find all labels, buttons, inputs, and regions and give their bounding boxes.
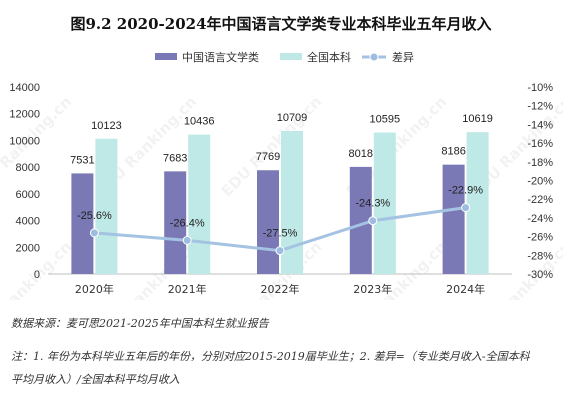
bar-chinese-language <box>349 166 372 274</box>
line-value-label: -25.6% <box>77 210 112 222</box>
x-tick-label: 2024年 <box>446 282 485 296</box>
bar-labels: 7531 10123 7683 10436 7769 10709 8018 10595 8186… <box>70 112 493 166</box>
right-tick-label: -26% <box>527 232 553 244</box>
right-tick-label: -12% <box>527 101 553 113</box>
line-value-label: -27.5% <box>263 228 298 240</box>
left-tick-label: 14000 <box>9 82 40 94</box>
left-tick-label: 0 <box>34 269 40 281</box>
right-tick-label: -14% <box>527 119 553 131</box>
right-tick-label: -20% <box>527 176 553 188</box>
line-point <box>89 228 99 238</box>
x-tick-label: 2022年 <box>261 282 300 296</box>
bar-chinese-language <box>442 164 465 274</box>
bar-value-label: 10595 <box>370 113 401 125</box>
right-tick-label: -10% <box>527 82 553 94</box>
chart: EDU Ranking.cn EDU Ranking.cn EDU Ranking.… <box>0 15 563 300</box>
bar-value-label: 10619 <box>462 113 493 125</box>
bar-value-label: 7683 <box>163 152 187 164</box>
bar-chinese-language <box>257 170 279 274</box>
x-tick-label: 2023年 <box>353 282 392 296</box>
left-tick-label: 12000 <box>9 109 40 121</box>
footnote-line-2: 平均月收入）/全国本科平均月收入 <box>11 373 180 386</box>
left-tick-label: 8000 <box>16 162 40 174</box>
bars <box>71 130 489 274</box>
bar-value-label: 10709 <box>277 112 308 124</box>
bar-value-label: 8018 <box>349 148 373 160</box>
right-axis: -10% -12% -14% -16% -18% -20% -22% -24% -26% -28%… <box>527 82 553 281</box>
source-note: 数据来源：麦可思2021-2025年中国本科生就业报告 <box>11 317 269 330</box>
left-axis: 0 2000 4000 6000 8000 10000 12000 14000 <box>9 82 40 281</box>
x-axis: 2020年 2021年 2022年 2023年 2024年 <box>75 282 485 296</box>
bar-national-average <box>281 130 303 274</box>
right-tick-label: -28% <box>527 250 553 262</box>
x-tick-label: 2021年 <box>168 282 207 296</box>
bar-value-label: 7769 <box>256 151 280 163</box>
left-tick-label: 4000 <box>16 216 40 228</box>
right-tick-label: -30% <box>527 269 553 281</box>
left-tick-label: 6000 <box>16 189 40 201</box>
bar-chinese-language <box>71 173 94 274</box>
left-tick-label: 2000 <box>16 242 40 254</box>
bar-national-average <box>373 132 396 274</box>
legend-marker-difference <box>369 52 379 62</box>
legend-label-national-average: 全国本科 <box>307 50 351 64</box>
x-tick-label: 2020年 <box>75 282 114 296</box>
legend-label-difference: 差异 <box>392 50 414 64</box>
bar-value-label: 10436 <box>184 116 215 128</box>
bar-value-label: 10123 <box>91 120 122 132</box>
line-value-label: -24.3% <box>355 198 390 210</box>
legend-swatch-chinese-language <box>155 53 177 60</box>
line-value-label: -26.4% <box>170 217 205 229</box>
legend-swatch-national-average <box>280 53 302 60</box>
line-point <box>461 203 471 213</box>
line-value-label: -22.9% <box>448 185 483 197</box>
bar-value-label: 8186 <box>441 146 465 158</box>
right-tick-label: -22% <box>527 194 553 206</box>
left-tick-label: 10000 <box>9 135 40 147</box>
bar-chinese-language <box>164 171 187 274</box>
legend: 中国语言文学类 全国本科 差异 <box>155 50 414 64</box>
line-point <box>368 216 378 226</box>
bar-national-average <box>466 132 489 274</box>
chart-title: 图9.2 2020-2024年中国语言文学类专业本科毕业五年月收入 <box>70 15 491 33</box>
right-tick-label: -24% <box>527 213 553 225</box>
right-tick-label: -18% <box>527 157 553 169</box>
bar-national-average <box>95 138 118 274</box>
right-tick-label: -16% <box>527 138 553 150</box>
legend-label-chinese-language: 中国语言文学类 <box>182 50 259 64</box>
line-point <box>182 235 192 245</box>
line-series: -25.6% -26.4% -27.5% -24.3% -22.9% <box>77 185 483 256</box>
bar-value-label: 7531 <box>70 154 94 166</box>
line-point <box>275 246 285 256</box>
bar-national-average <box>188 134 211 274</box>
footnote-line-1: 注：1. 年份为本科毕业五年后的年份，分别对应2015-2019届毕业生；2. … <box>11 350 530 363</box>
